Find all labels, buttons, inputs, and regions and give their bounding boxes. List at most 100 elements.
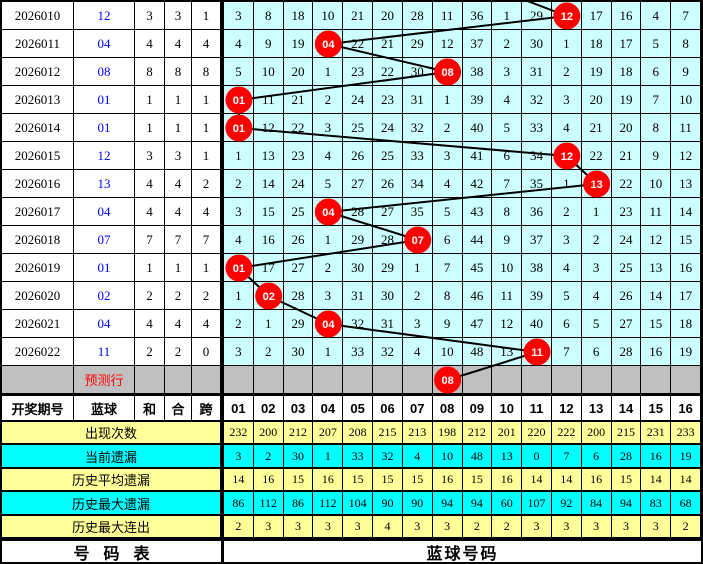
grid-cell: 37 xyxy=(462,30,493,58)
grid-cell: 4 xyxy=(224,30,254,58)
grid-cell: 33 xyxy=(343,338,374,366)
section-divider xyxy=(221,396,224,420)
section-divider xyxy=(221,338,224,366)
grid-cell: 1 xyxy=(551,30,582,58)
section-divider xyxy=(221,492,224,514)
grid-cell: 6 xyxy=(492,142,523,170)
stat-label: 历史最大遗漏 xyxy=(2,492,221,514)
grid-cell: 29 xyxy=(343,226,374,254)
combine-cell: 1 xyxy=(165,86,192,114)
trend-row: 2026018 07 7 7 7 4 16 26 1 29 28 6 44 9 37 3 2 24 12 15 xyxy=(2,226,701,254)
grid-cell: 15 xyxy=(671,226,701,254)
grid-cell: 28 xyxy=(343,198,374,226)
blue-ball-value: 12 xyxy=(74,142,135,170)
grid-cell: 3 xyxy=(581,254,612,282)
stat-value-cell: 86 xyxy=(283,492,314,514)
grid-cell xyxy=(313,310,344,338)
grid-cell: 3 xyxy=(492,58,523,86)
stat-value-cell: 1 xyxy=(313,445,344,467)
grid-cell: 5 xyxy=(432,198,463,226)
stat-label: 历史最大连出 xyxy=(2,516,221,537)
grid-cell: 2 xyxy=(313,86,344,114)
stat-value-cell: 30 xyxy=(283,445,314,467)
left-header-cell: 合 xyxy=(165,396,192,420)
grid-cell: 2 xyxy=(224,310,254,338)
grid-cell: 20 xyxy=(581,86,612,114)
prediction-grid-cell xyxy=(313,366,344,394)
grid-cell: 31 xyxy=(522,58,552,86)
blue-ball-value: 01 xyxy=(74,86,135,114)
grid-cell: 3 xyxy=(224,2,254,30)
stat-value-cell: 2 xyxy=(671,516,701,537)
grid-cell: 27 xyxy=(611,310,642,338)
grid-cell: 38 xyxy=(462,58,493,86)
grid-cell: 22 xyxy=(283,114,314,142)
stat-row: 历史最大遗漏 86 112 86 112 104 90 90 94 94 60 107 92 84 94 83… xyxy=(2,492,701,516)
span-cell: 4 xyxy=(192,198,221,226)
grid-cell: 20 xyxy=(283,58,314,86)
blue-ball-value: 13 xyxy=(74,170,135,198)
stat-value-cell: 2 xyxy=(253,445,284,467)
grid-cell: 2 xyxy=(581,226,612,254)
grid-cell: 1 xyxy=(432,86,463,114)
blue-ball-value: 02 xyxy=(74,282,135,310)
grid-cell: 17 xyxy=(253,254,284,282)
left-header-cell: 蓝球 xyxy=(74,396,135,420)
grid-cell: 25 xyxy=(611,254,642,282)
sum-cell: 4 xyxy=(135,30,165,58)
grid-cell: 25 xyxy=(343,114,374,142)
blue-ball-value: 04 xyxy=(74,198,135,226)
span-cell: 1 xyxy=(192,2,221,30)
stat-value-cell: 3 xyxy=(402,516,433,537)
stat-value-cell: 3 xyxy=(551,516,582,537)
combine-cell: 7 xyxy=(165,226,192,254)
grid-cell: 11 xyxy=(492,282,523,310)
period-cell: 2026021 xyxy=(2,310,74,338)
grid-cell: 34 xyxy=(522,142,552,170)
stat-value-cell: 4 xyxy=(402,445,433,467)
grid-cell: 3 xyxy=(432,142,463,170)
stat-value-cell: 215 xyxy=(611,422,642,443)
grid-cell: 6 xyxy=(432,226,463,254)
section-divider xyxy=(221,282,224,310)
grid-cell: 24 xyxy=(283,170,314,198)
stat-value-cell: 212 xyxy=(462,422,493,443)
grid-cell: 2 xyxy=(253,338,284,366)
grid-cell: 5 xyxy=(551,282,582,310)
sum-cell: 4 xyxy=(135,170,165,198)
stat-value-cell: 15 xyxy=(402,469,433,490)
stat-row: 历史最大连出 2 3 3 3 3 4 3 3 2 2 3 3 3 3 3 2 xyxy=(2,516,701,539)
blue-ball-value: 01 xyxy=(74,114,135,142)
grid-cell: 37 xyxy=(522,226,552,254)
trend-row: 2026017 04 4 4 4 3 15 25 28 27 35 5 43 8 36 2 1 23 11 14 xyxy=(2,198,701,226)
stat-value-cell: 220 xyxy=(522,422,552,443)
stat-value-cell: 16 xyxy=(581,469,612,490)
period-cell: 2026019 xyxy=(2,254,74,282)
grid-cell: 20 xyxy=(611,114,642,142)
grid-cell: 5 xyxy=(492,114,523,142)
grid-cell: 4 xyxy=(492,86,523,114)
trend-row: 2026020 02 2 2 2 1 28 3 31 30 2 8 46 11 39 5 4 26 14 17 xyxy=(2,282,701,310)
grid-cell: 31 xyxy=(373,310,403,338)
grid-cell: 7 xyxy=(641,86,672,114)
stat-value-cell: 16 xyxy=(253,469,284,490)
prediction-empty-cell xyxy=(165,366,192,394)
grid-cell: 28 xyxy=(611,338,642,366)
span-cell: 2 xyxy=(192,170,221,198)
stat-value-cell: 28 xyxy=(611,445,642,467)
grid-cell: 40 xyxy=(462,114,493,142)
grid-cell: 9 xyxy=(671,58,701,86)
grid-cell: 4 xyxy=(581,282,612,310)
period-cell: 2026018 xyxy=(2,226,74,254)
section-divider xyxy=(221,58,224,86)
column-header-cell: 16 xyxy=(671,396,701,420)
prediction-empty-cell xyxy=(135,366,165,394)
grid-cell: 4 xyxy=(402,338,433,366)
grid-cell: 40 xyxy=(522,310,552,338)
stat-value-cell: 231 xyxy=(641,422,672,443)
grid-cell: 10 xyxy=(432,338,463,366)
period-cell: 2026012 xyxy=(2,58,74,86)
grid-cell: 19 xyxy=(283,30,314,58)
grid-cell: 26 xyxy=(343,142,374,170)
column-header-cell: 09 xyxy=(463,396,493,420)
